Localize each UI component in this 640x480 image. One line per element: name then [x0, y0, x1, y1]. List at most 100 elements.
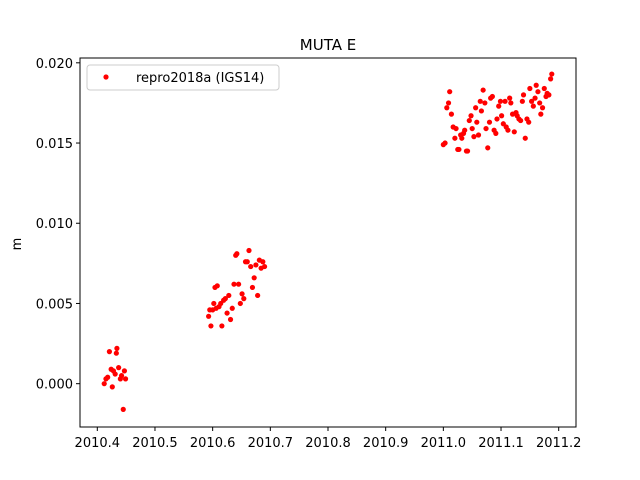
data-point [549, 71, 555, 77]
data-point [226, 292, 232, 299]
x-tick-label: 2011.2 [536, 436, 582, 451]
data-point [447, 89, 453, 95]
data-point [260, 259, 266, 265]
y-tick-label: 0.010 [36, 217, 73, 232]
data-point [471, 134, 477, 140]
data-point [485, 145, 491, 151]
data-point [211, 300, 217, 307]
data-point [227, 316, 234, 323]
x-tick-label: 2010.5 [132, 436, 178, 451]
data-point [507, 95, 513, 101]
data-point [224, 310, 230, 316]
data-point [499, 113, 505, 119]
data-point [246, 247, 252, 254]
data-point [248, 263, 254, 270]
data-point [546, 92, 552, 98]
data-point [508, 100, 514, 106]
chart-title: MUTA E [300, 36, 356, 54]
data-point [532, 95, 538, 101]
y-axis-label: m [10, 238, 25, 251]
data-point [548, 76, 554, 82]
data-point [502, 98, 508, 104]
data-point [208, 323, 214, 329]
data-point [528, 98, 535, 104]
data-point [121, 368, 128, 374]
data-point [255, 292, 261, 299]
data-point [489, 93, 495, 100]
data-point [234, 251, 240, 257]
data-point [478, 108, 485, 114]
data-point [105, 374, 111, 380]
data-point [112, 371, 118, 377]
plot-frame [79, 57, 577, 428]
legend: repro2018a (IGS14) [86, 64, 280, 91]
data-point [518, 117, 524, 124]
data-point [468, 113, 474, 119]
data-point [527, 85, 533, 92]
data-point [251, 275, 257, 281]
x-tick-label: 2011.0 [421, 436, 467, 451]
data-point [101, 381, 107, 387]
data-point [109, 384, 115, 390]
data-point [241, 296, 247, 302]
data-point [122, 376, 129, 382]
data-point [206, 313, 212, 319]
data-point [106, 349, 113, 355]
data-point [464, 148, 471, 154]
data-point [483, 125, 489, 132]
legend-box [86, 64, 280, 91]
data-point [219, 323, 225, 329]
data-point [253, 262, 259, 268]
data-point [505, 127, 511, 133]
data-point [469, 125, 475, 132]
data-point [462, 127, 468, 133]
data-point [236, 281, 242, 287]
data-point [537, 100, 543, 106]
data-point [519, 98, 525, 104]
data-point [453, 125, 459, 132]
axis-ticks: 2010.4 2010.5 2010.6 2010.7 2010.8 2010.9 2011… [36, 57, 582, 451]
data-point [541, 85, 547, 92]
data-point [475, 132, 482, 138]
x-tick-label: 2010.4 [75, 436, 121, 451]
y-tick-label: 0.015 [36, 137, 73, 152]
data-point [496, 103, 502, 109]
data-point [239, 291, 245, 297]
data-point [229, 305, 235, 311]
data-point [533, 82, 539, 88]
data-point [114, 345, 120, 351]
x-tick-label: 2011.1 [478, 436, 524, 451]
x-tick-label: 2010.9 [363, 436, 409, 451]
data-point [494, 116, 500, 122]
data-point [473, 105, 479, 111]
data-point [116, 365, 122, 371]
data-point [261, 263, 268, 270]
y-tick-label: 0.005 [36, 297, 73, 312]
data-point [444, 105, 450, 111]
data-point [120, 406, 126, 412]
data-point [497, 98, 504, 104]
data-point [480, 87, 486, 93]
data-point [486, 119, 493, 125]
x-tick-label: 2010.8 [305, 436, 351, 451]
y-tick-label: 0.020 [36, 57, 73, 72]
data-point [530, 103, 536, 109]
legend-marker [103, 74, 109, 80]
data-point [539, 105, 546, 111]
data-point [456, 146, 462, 153]
data-points [101, 71, 555, 412]
x-tick-label: 2010.7 [248, 436, 294, 451]
data-point [118, 373, 125, 379]
data-point [231, 281, 237, 287]
data-point [522, 135, 528, 141]
data-point [442, 140, 448, 146]
data-point [222, 296, 228, 302]
data-point [459, 135, 465, 141]
data-point [214, 283, 220, 289]
data-point [445, 100, 452, 106]
data-point [482, 100, 488, 106]
data-point [113, 350, 119, 356]
data-point [520, 92, 527, 98]
data-point [477, 98, 483, 104]
